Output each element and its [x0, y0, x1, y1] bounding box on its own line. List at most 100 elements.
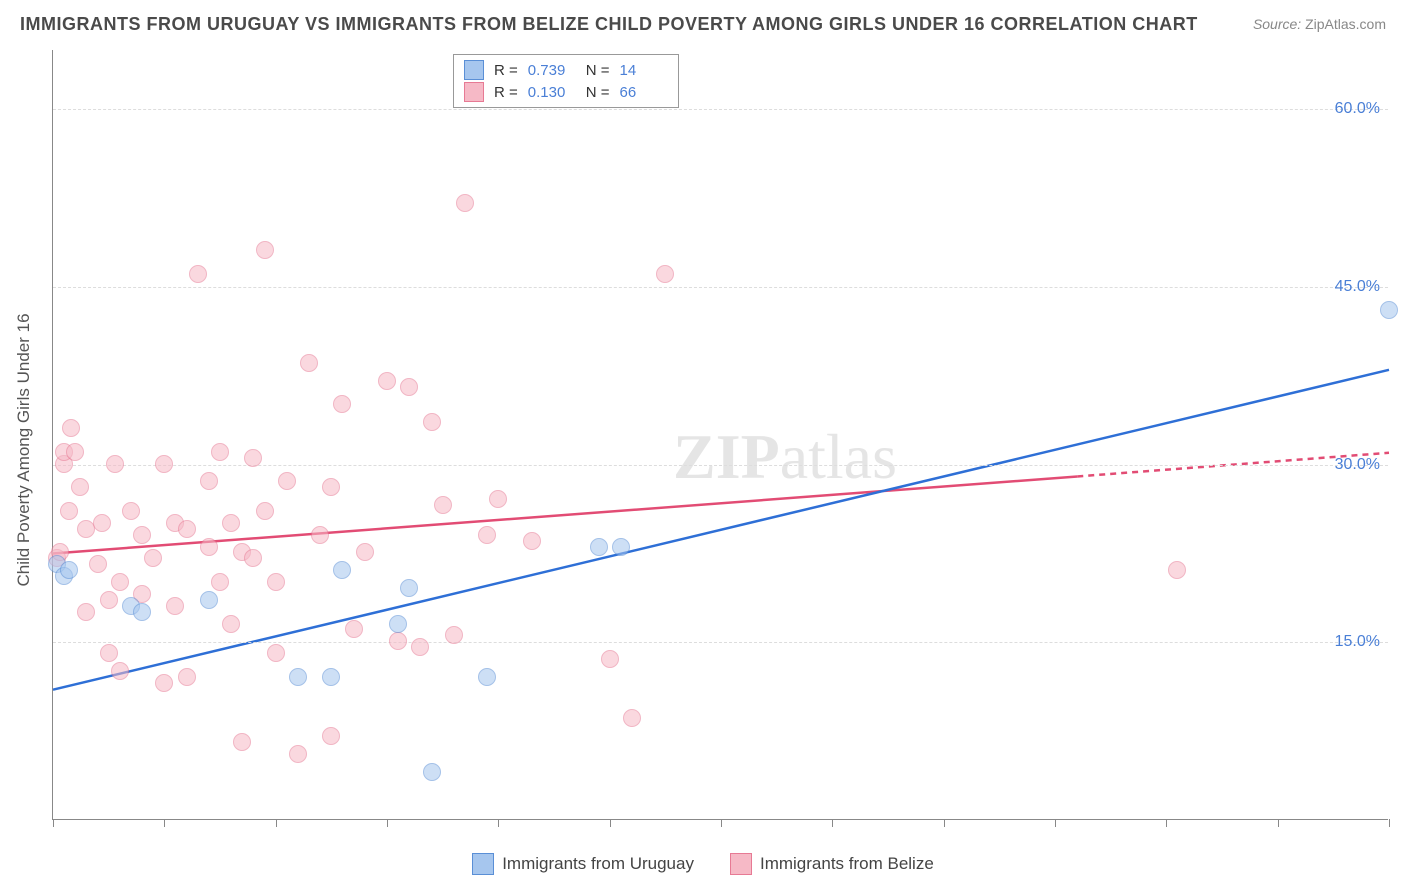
data-point: [322, 668, 340, 686]
source-value: ZipAtlas.com: [1305, 16, 1386, 32]
x-tick: [832, 819, 833, 827]
legend-item: Immigrants from Uruguay: [472, 853, 694, 875]
data-point: [423, 413, 441, 431]
data-point: [478, 668, 496, 686]
data-point: [423, 763, 441, 781]
legend-series: Immigrants from Uruguay Immigrants from B…: [0, 853, 1406, 880]
data-point: [256, 241, 274, 259]
data-point: [144, 549, 162, 567]
data-point: [333, 561, 351, 579]
y-axis-title: Child Poverty Among Girls Under 16: [14, 313, 34, 586]
data-point: [178, 668, 196, 686]
data-point: [389, 615, 407, 633]
data-point: [1380, 301, 1398, 319]
data-point: [656, 265, 674, 283]
gridline-h: [53, 109, 1388, 110]
data-point: [166, 597, 184, 615]
legend-item: Immigrants from Belize: [730, 853, 934, 875]
legend-swatch: [464, 60, 484, 80]
data-point: [111, 573, 129, 591]
data-point: [200, 472, 218, 490]
data-point: [322, 478, 340, 496]
x-tick: [1389, 819, 1390, 827]
chart-title: IMMIGRANTS FROM URUGUAY VS IMMIGRANTS FR…: [20, 14, 1198, 35]
data-point: [445, 626, 463, 644]
x-tick: [387, 819, 388, 827]
data-point: [590, 538, 608, 556]
legend-label: Immigrants from Belize: [760, 854, 934, 874]
legend-label: Immigrants from Uruguay: [502, 854, 694, 874]
data-point: [222, 615, 240, 633]
data-point: [133, 526, 151, 544]
data-point: [77, 603, 95, 621]
data-point: [100, 644, 118, 662]
data-point: [178, 520, 196, 538]
r-label: R =: [494, 84, 518, 101]
data-point: [244, 449, 262, 467]
legend-swatch: [730, 853, 752, 875]
data-point: [106, 455, 124, 473]
data-point: [345, 620, 363, 638]
data-point: [60, 502, 78, 520]
data-point: [356, 543, 374, 561]
n-value: 14: [620, 62, 668, 79]
x-tick: [721, 819, 722, 827]
data-point: [612, 538, 630, 556]
data-point: [623, 709, 641, 727]
data-point: [100, 591, 118, 609]
x-tick: [1166, 819, 1167, 827]
data-point: [211, 443, 229, 461]
data-point: [256, 502, 274, 520]
r-label: R =: [494, 62, 518, 79]
x-tick: [498, 819, 499, 827]
x-tick: [944, 819, 945, 827]
data-point: [333, 395, 351, 413]
x-tick: [1055, 819, 1056, 827]
data-point: [267, 644, 285, 662]
y-tick-label: 15.0%: [1335, 633, 1380, 651]
data-point: [244, 549, 262, 567]
data-point: [322, 727, 340, 745]
data-point: [71, 478, 89, 496]
data-point: [233, 733, 251, 751]
data-point: [155, 674, 173, 692]
data-point: [478, 526, 496, 544]
legend-row: R = 0.130 N = 66: [464, 81, 668, 103]
data-point: [389, 632, 407, 650]
data-point: [456, 194, 474, 212]
data-point: [155, 455, 173, 473]
data-point: [60, 561, 78, 579]
data-point: [378, 372, 396, 390]
data-point: [222, 514, 240, 532]
data-point: [200, 538, 218, 556]
n-label: N =: [586, 84, 610, 101]
x-tick: [53, 819, 54, 827]
x-tick: [610, 819, 611, 827]
data-point: [122, 502, 140, 520]
y-tick-label: 30.0%: [1335, 456, 1380, 474]
data-point: [200, 591, 218, 609]
data-point: [1168, 561, 1186, 579]
n-value: 66: [620, 84, 668, 101]
gridline-h: [53, 642, 1388, 643]
data-point: [278, 472, 296, 490]
data-point: [93, 514, 111, 532]
data-point: [523, 532, 541, 550]
data-point: [66, 443, 84, 461]
data-point: [289, 668, 307, 686]
r-value: 0.130: [528, 84, 576, 101]
x-tick: [1278, 819, 1279, 827]
gridline-h: [53, 287, 1388, 288]
source-label: Source:: [1253, 16, 1301, 32]
data-point: [300, 354, 318, 372]
data-point: [189, 265, 207, 283]
legend-swatch: [464, 82, 484, 102]
n-label: N =: [586, 62, 610, 79]
x-tick: [276, 819, 277, 827]
data-point: [267, 573, 285, 591]
data-point: [289, 745, 307, 763]
legend-correlation-box: R =0.739N =14R =0.130N =66: [453, 54, 679, 108]
legend-row: R =0.739N =14: [464, 59, 668, 81]
data-point: [133, 603, 151, 621]
x-tick: [164, 819, 165, 827]
